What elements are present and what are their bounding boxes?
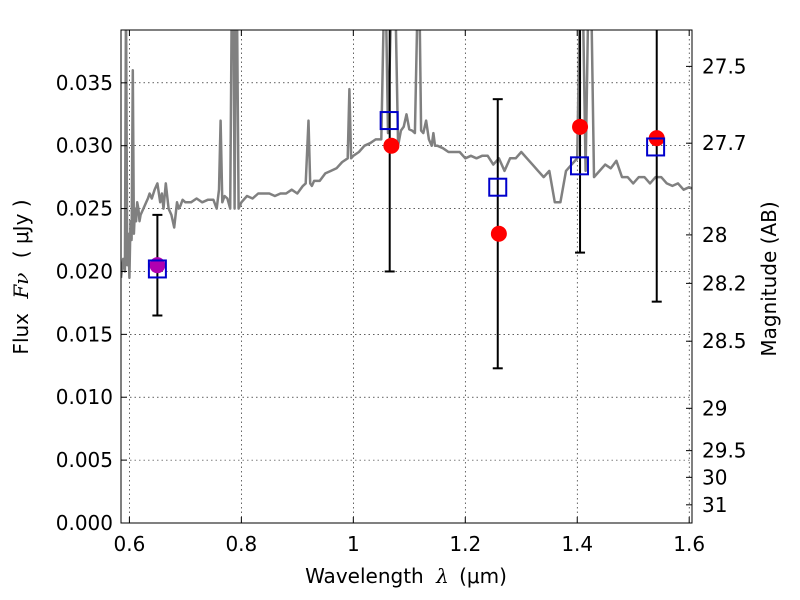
y2-tick-label: 29.5 [702, 439, 747, 463]
blue-model-square [379, 111, 399, 131]
y2-tick-label: 28.5 [702, 329, 747, 353]
spectrum-line-group [121, 30, 692, 280]
x-axis-label: Wavelength λ (μm) [305, 564, 507, 588]
blue-model-square [569, 156, 589, 176]
y-tick-label: 0.010 [56, 385, 113, 409]
y2-tick-label: 29 [702, 396, 727, 420]
y2-axis-ticks: 27.5 27.7 28 28.2 28.5 29 29.530 31 [686, 54, 747, 517]
y2-tick-label: 28 [702, 223, 727, 247]
y2-tick-label: 28.2 [702, 271, 747, 295]
grid-lines [121, 30, 692, 524]
spectrum-line [121, 30, 692, 280]
y2-axis-label-group: Magnitude (AB) [757, 201, 781, 356]
red-data-point [572, 118, 589, 135]
y2-tick-label: 27.5 [702, 54, 747, 78]
y-tick-label: 0.015 [56, 322, 113, 346]
error-bars [152, 30, 662, 370]
y-axis-ticks: 0.000 0.005 0.010 0.015 0.020 0.025 0.030 0.035 [56, 71, 127, 535]
x-tick-label: 0.8 [225, 532, 257, 556]
y-axis-label-group: Flux Fν ( μJy ) [9, 199, 33, 354]
x-tick-label: 1.6 [673, 532, 705, 556]
x-tick-label: 1.2 [449, 532, 481, 556]
y-tick-label: 0.000 [56, 511, 113, 535]
y-tick-label: 0.005 [56, 448, 113, 472]
y2-tick-label: 27.7 [702, 131, 747, 155]
red-data-point [383, 137, 400, 154]
x-axis-ticks: 0.6 0.8 1 1.2 1.4 1.6 [113, 30, 705, 556]
red-data-point [490, 225, 507, 242]
blue-model-square [488, 177, 508, 197]
blue-model-square [646, 137, 666, 157]
plot-frame [120, 29, 693, 524]
y2-axis-label: Magnitude (AB) [757, 201, 781, 356]
x-tick-label: 1 [347, 532, 360, 556]
y-axis-label: Flux Fν ( μJy ) [9, 199, 33, 354]
y-tick-label: 0.025 [56, 197, 113, 221]
y2-tick-label: 31 [702, 493, 727, 517]
x-tick-label: 1.4 [561, 532, 593, 556]
y-tick-label: 0.020 [56, 259, 113, 283]
blue-model-square [147, 259, 167, 279]
plot-area [121, 30, 692, 370]
y-tick-label: 0.030 [56, 134, 113, 158]
data-markers [147, 111, 666, 279]
x-tick-label: 0.6 [113, 532, 145, 556]
y2-tick-label: 30 [702, 465, 727, 489]
y-tick-label: 0.035 [56, 71, 113, 95]
